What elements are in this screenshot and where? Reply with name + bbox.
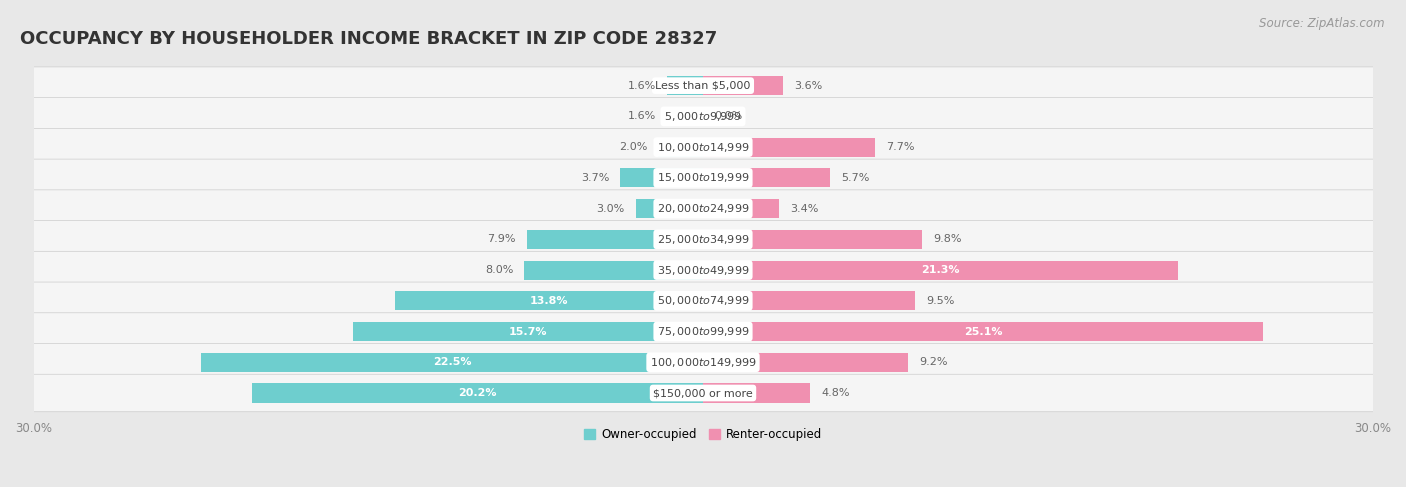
Legend: Owner-occupied, Renter-occupied: Owner-occupied, Renter-occupied xyxy=(579,423,827,446)
Text: 7.9%: 7.9% xyxy=(486,234,516,244)
Text: $50,000 to $74,999: $50,000 to $74,999 xyxy=(657,294,749,307)
Text: 3.4%: 3.4% xyxy=(790,204,818,214)
Text: $5,000 to $9,999: $5,000 to $9,999 xyxy=(664,110,742,123)
Text: OCCUPANCY BY HOUSEHOLDER INCOME BRACKET IN ZIP CODE 28327: OCCUPANCY BY HOUSEHOLDER INCOME BRACKET … xyxy=(20,31,717,49)
FancyBboxPatch shape xyxy=(20,282,1386,319)
Text: 5.7%: 5.7% xyxy=(841,173,870,183)
Text: 0.0%: 0.0% xyxy=(714,112,742,121)
Text: $10,000 to $14,999: $10,000 to $14,999 xyxy=(657,141,749,153)
Bar xyxy=(668,107,703,126)
FancyBboxPatch shape xyxy=(20,190,1386,227)
Bar xyxy=(703,383,810,403)
Text: 2.0%: 2.0% xyxy=(619,142,647,152)
Text: $100,000 to $149,999: $100,000 to $149,999 xyxy=(650,356,756,369)
Text: 1.6%: 1.6% xyxy=(628,81,657,91)
Text: $75,000 to $99,999: $75,000 to $99,999 xyxy=(657,325,749,338)
Text: 25.1%: 25.1% xyxy=(965,327,1002,337)
Text: 1.6%: 1.6% xyxy=(628,112,657,121)
Text: 21.3%: 21.3% xyxy=(921,265,960,275)
Text: 9.8%: 9.8% xyxy=(932,234,962,244)
Text: 3.6%: 3.6% xyxy=(794,81,823,91)
Bar xyxy=(703,138,875,157)
Bar xyxy=(703,353,908,372)
Text: 7.7%: 7.7% xyxy=(886,142,914,152)
Text: 4.8%: 4.8% xyxy=(821,388,849,398)
Bar xyxy=(703,199,779,218)
Text: 3.0%: 3.0% xyxy=(596,204,624,214)
Text: 13.8%: 13.8% xyxy=(530,296,568,306)
FancyBboxPatch shape xyxy=(20,98,1386,135)
Text: 22.5%: 22.5% xyxy=(433,357,471,367)
Bar xyxy=(252,383,703,403)
Bar xyxy=(668,76,703,95)
Bar xyxy=(703,261,1178,280)
Bar xyxy=(395,291,703,310)
Bar xyxy=(620,169,703,187)
Bar xyxy=(636,199,703,218)
Bar xyxy=(703,322,1263,341)
Text: 15.7%: 15.7% xyxy=(509,327,547,337)
FancyBboxPatch shape xyxy=(20,343,1386,381)
Text: 8.0%: 8.0% xyxy=(485,265,513,275)
Text: $25,000 to $34,999: $25,000 to $34,999 xyxy=(657,233,749,246)
Bar xyxy=(201,353,703,372)
Bar xyxy=(524,261,703,280)
Text: $150,000 or more: $150,000 or more xyxy=(654,388,752,398)
Text: $35,000 to $49,999: $35,000 to $49,999 xyxy=(657,263,749,277)
Bar xyxy=(353,322,703,341)
FancyBboxPatch shape xyxy=(20,129,1386,166)
FancyBboxPatch shape xyxy=(20,374,1386,412)
Text: $15,000 to $19,999: $15,000 to $19,999 xyxy=(657,171,749,185)
Text: 9.2%: 9.2% xyxy=(920,357,948,367)
Bar xyxy=(527,230,703,249)
FancyBboxPatch shape xyxy=(20,67,1386,104)
Text: 20.2%: 20.2% xyxy=(458,388,496,398)
Text: Source: ZipAtlas.com: Source: ZipAtlas.com xyxy=(1260,17,1385,30)
Bar xyxy=(703,291,915,310)
FancyBboxPatch shape xyxy=(20,313,1386,350)
FancyBboxPatch shape xyxy=(20,221,1386,258)
FancyBboxPatch shape xyxy=(20,159,1386,197)
Bar xyxy=(703,230,922,249)
FancyBboxPatch shape xyxy=(20,251,1386,289)
Text: Less than $5,000: Less than $5,000 xyxy=(655,81,751,91)
Bar xyxy=(703,169,830,187)
Bar xyxy=(703,76,783,95)
Bar xyxy=(658,138,703,157)
Text: $20,000 to $24,999: $20,000 to $24,999 xyxy=(657,202,749,215)
Text: 9.5%: 9.5% xyxy=(927,296,955,306)
Text: 3.7%: 3.7% xyxy=(581,173,609,183)
